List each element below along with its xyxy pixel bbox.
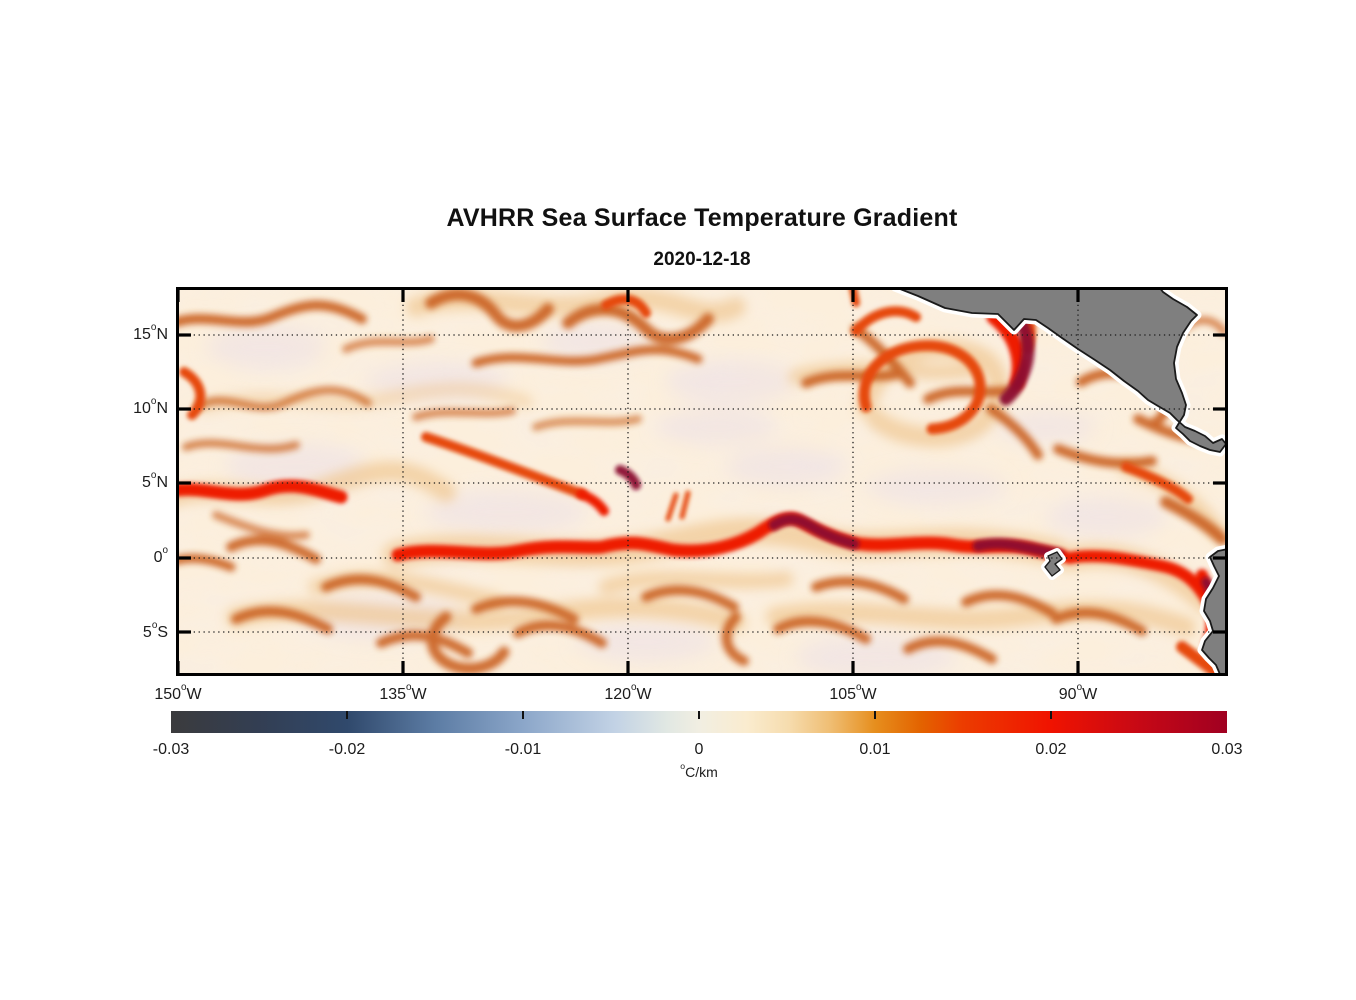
colorbar-tick-label: 0 xyxy=(694,741,704,758)
page-title: AVHRR Sea Surface Temperature Gradient xyxy=(446,204,958,232)
y-axis-tick-label: 10oN xyxy=(133,396,168,417)
colorbar-tick-mark xyxy=(522,711,524,719)
degree-symbol: o xyxy=(406,682,412,693)
degree-symbol: o xyxy=(150,396,157,407)
y-axis-tick-label: 0o xyxy=(153,545,168,566)
colorbar-tick-label: 0.03 xyxy=(1211,741,1243,758)
degree-symbol: o xyxy=(631,682,637,693)
colorbar-tick-label: -0.03 xyxy=(152,741,190,758)
y-axis-tick-label: 15oN xyxy=(133,322,168,343)
x-axis-tick-label: 135oW xyxy=(379,682,427,703)
x-axis-tick-label: 105oW xyxy=(829,682,877,703)
degree-symbol: o xyxy=(151,620,158,631)
graticule-gridlines xyxy=(179,290,1225,673)
filaments-orange xyxy=(176,288,1228,674)
figure-date-subtitle: 2020-12-18 xyxy=(653,249,751,270)
colorbar-tick-mark xyxy=(874,711,876,719)
colorbar-tick-mark xyxy=(346,711,348,719)
colorbar-tick-label: 0.02 xyxy=(1035,741,1067,758)
degree-symbol: o xyxy=(181,682,187,693)
degree-symbol: o xyxy=(162,545,168,556)
colorbar-tick-mark xyxy=(698,711,700,719)
colorbar xyxy=(171,711,1227,733)
colorbar-tick-mark xyxy=(1050,711,1052,719)
south-america-landmass xyxy=(1201,548,1228,676)
x-axis-tick-label: 90oW xyxy=(1058,682,1098,703)
x-axis-tick-label: 150oW xyxy=(154,682,202,703)
galapagos-islands xyxy=(1044,551,1063,577)
degree-symbol: o xyxy=(150,322,157,333)
plot-frame-border xyxy=(176,287,1228,676)
map-canvas xyxy=(176,287,1228,676)
colorbar-tick-label: 0.01 xyxy=(859,741,891,758)
y-axis-tick-label: 5oS xyxy=(142,620,168,641)
map-plot-area xyxy=(176,287,1228,676)
colorbar-tick-label: -0.01 xyxy=(504,741,542,758)
colorbar-tick-label: -0.02 xyxy=(328,741,366,758)
degree-symbol: o xyxy=(150,470,157,481)
central-america-landmass xyxy=(894,287,1227,453)
degree-symbol: o xyxy=(680,761,686,771)
colorbar-unit-label: oC/km xyxy=(680,761,718,780)
x-axis-tick-label: 120oW xyxy=(604,682,652,703)
degree-symbol: o xyxy=(856,682,862,693)
landmasses xyxy=(894,287,1228,676)
y-axis-tick-label: 5oN xyxy=(142,470,168,491)
degree-symbol: o xyxy=(1076,682,1083,693)
